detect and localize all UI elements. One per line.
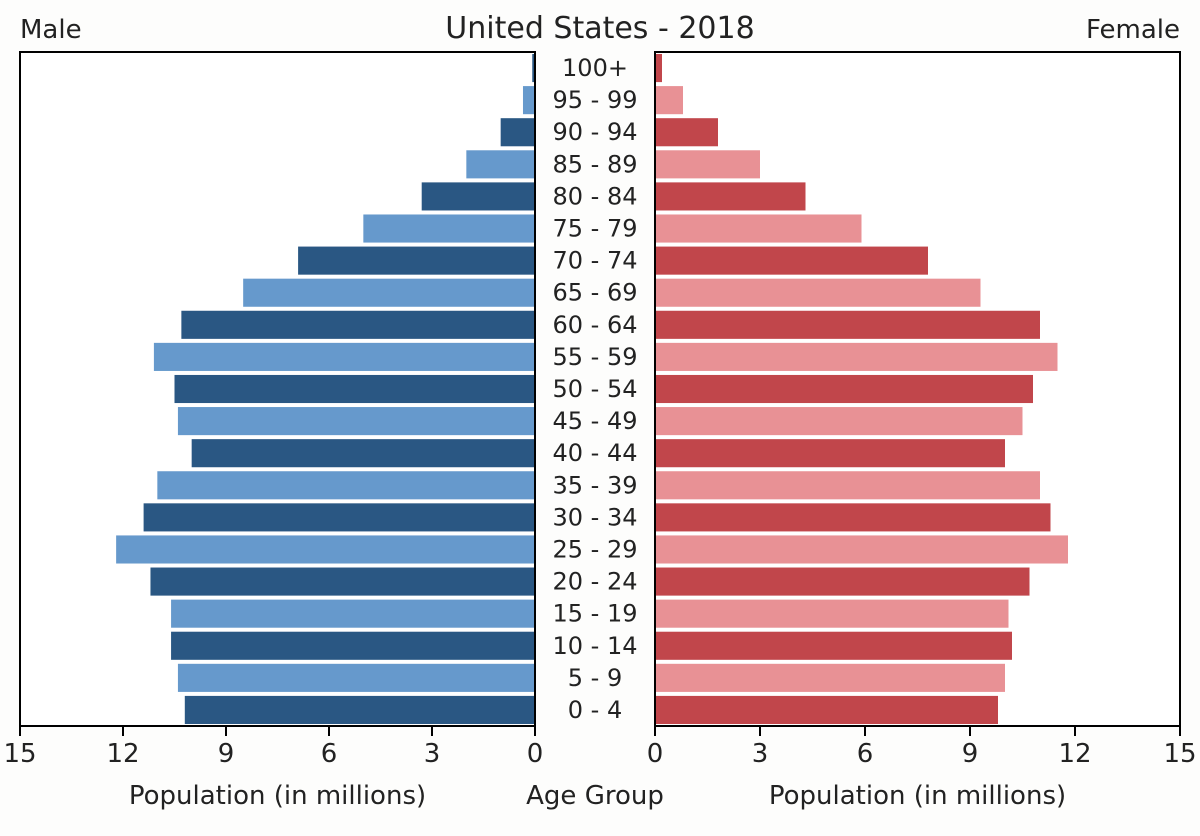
male-bar <box>185 696 535 724</box>
x-tick-label-right: 12 <box>1058 739 1091 769</box>
x-tick-label-left: 9 <box>218 739 235 769</box>
male-bar <box>466 150 535 178</box>
male-bar <box>192 439 535 467</box>
female-bar <box>655 568 1030 596</box>
female-bar <box>655 86 683 114</box>
female-bar <box>655 696 998 724</box>
male-bar <box>150 568 535 596</box>
x-tick-label-right: 9 <box>962 739 979 769</box>
male-bar <box>171 600 535 628</box>
female-bar <box>655 118 718 146</box>
age-group-label: 0 - 4 <box>568 696 622 724</box>
age-group-label: 55 - 59 <box>553 343 638 371</box>
age-group-label: 10 - 14 <box>553 632 638 660</box>
female-bar <box>655 632 1012 660</box>
female-bar <box>655 150 760 178</box>
male-bar <box>178 407 535 435</box>
x-tick-label-right: 3 <box>752 739 769 769</box>
female-bar <box>655 214 862 242</box>
female-bar <box>655 311 1040 339</box>
x-tick-label-right: 6 <box>857 739 874 769</box>
age-group-label: 25 - 29 <box>553 535 638 563</box>
x-tick-label-left: 0 <box>527 739 544 769</box>
age-group-label: 60 - 64 <box>553 311 638 339</box>
x-tick-label-right: 0 <box>647 739 664 769</box>
female-bar <box>655 535 1068 563</box>
male-bar <box>298 247 535 275</box>
age-group-label: 20 - 24 <box>553 568 638 596</box>
male-bar <box>422 182 535 210</box>
age-group-label: 5 - 9 <box>568 664 622 692</box>
male-bar <box>178 664 535 692</box>
female-header: Female <box>1086 15 1180 45</box>
x-tick-label-left: 3 <box>424 739 441 769</box>
male-bar <box>175 375 536 403</box>
female-bar <box>655 375 1033 403</box>
male-bar <box>243 279 535 307</box>
age-group-label: 85 - 89 <box>553 150 638 178</box>
female-bar <box>655 600 1009 628</box>
female-bar <box>655 471 1040 499</box>
male-bar <box>116 535 535 563</box>
age-group-label: 30 - 34 <box>553 503 638 531</box>
x-tick-label-right: 15 <box>1163 739 1196 769</box>
x-tick-label-left: 6 <box>321 739 338 769</box>
age-group-label: 15 - 19 <box>553 600 638 628</box>
female-bar <box>655 182 806 210</box>
population-pyramid-chart: 0 - 45 - 910 - 1415 - 1920 - 2425 - 2930… <box>0 0 1200 836</box>
male-axis-label: Population (in millions) <box>129 781 426 811</box>
female-bar <box>655 247 928 275</box>
age-group-label: 65 - 69 <box>553 279 638 307</box>
age-group-label: 70 - 74 <box>553 247 638 275</box>
pyramid-svg: 0 - 45 - 910 - 1415 - 1920 - 2425 - 2930… <box>0 0 1200 836</box>
female-bar <box>655 503 1051 531</box>
male-bar <box>157 471 535 499</box>
female-bar <box>655 439 1005 467</box>
male-header: Male <box>20 15 82 45</box>
age-group-label: 45 - 49 <box>553 407 638 435</box>
age-group-label: 80 - 84 <box>553 182 638 210</box>
chart-title: United States - 2018 <box>445 11 754 46</box>
female-axis-label: Population (in millions) <box>769 781 1066 811</box>
age-group-label: 35 - 39 <box>553 471 638 499</box>
female-bar <box>655 54 662 82</box>
x-tick-label-left: 15 <box>3 739 36 769</box>
age-group-label: 50 - 54 <box>553 375 638 403</box>
male-bar <box>154 343 535 371</box>
age-group-label: 40 - 44 <box>553 439 638 467</box>
female-bar <box>655 279 981 307</box>
female-bar <box>655 343 1058 371</box>
male-bar <box>171 632 535 660</box>
age-group-label: 75 - 79 <box>553 215 638 243</box>
female-bar <box>655 664 1005 692</box>
x-tick-label-left: 12 <box>106 739 139 769</box>
female-bar <box>655 407 1023 435</box>
male-bar <box>363 214 535 242</box>
age-group-label: 90 - 94 <box>553 118 638 146</box>
male-bar <box>501 118 535 146</box>
male-bar <box>523 86 535 114</box>
male-bar <box>181 311 535 339</box>
age-group-label: 100+ <box>562 54 628 82</box>
age-group-label: 95 - 99 <box>553 86 638 114</box>
male-bar <box>144 503 535 531</box>
age-axis-label: Age Group <box>526 781 664 811</box>
